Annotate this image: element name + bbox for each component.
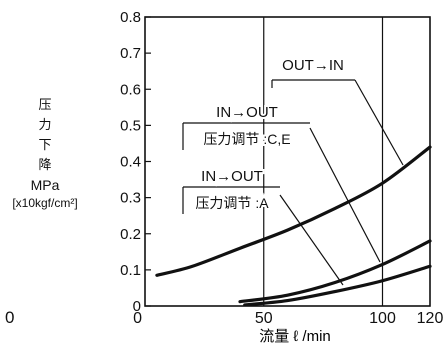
- y-tick-label: 0.4: [120, 154, 141, 171]
- axes-layer: [144, 16, 431, 307]
- annotation-leader: [279, 194, 344, 286]
- annotation-direction-label: IN→OUT: [216, 104, 278, 121]
- grid-layer: [263, 17, 384, 306]
- series-in-to-out-ce-line: [238, 239, 432, 304]
- y-tick-label: 0.7: [120, 45, 141, 62]
- annotation-leader: [354, 79, 404, 166]
- series-in-to-out-a-line: [243, 264, 432, 307]
- y-label-line: 下: [38, 137, 52, 152]
- annotation-direction-label: IN→OUT: [201, 168, 263, 185]
- x-tick-label: 120: [417, 310, 444, 327]
- annotation-series-out-to-in: OUT→IN: [271, 55, 404, 166]
- series-layer: [155, 145, 432, 307]
- y-tick-label: 0.5: [120, 117, 141, 134]
- y-label-line: 降: [38, 157, 52, 172]
- x-tick-label: 0: [133, 310, 142, 327]
- annotation-layer: OUT→IN IN→OUT 压力调节 :C,E IN→OUT 压力调节 :A: [182, 55, 404, 286]
- y-axis-label: 压 力 下 降 MPa [x10kgf/cm²]: [2, 95, 88, 211]
- annotation-direction-label: OUT→IN: [282, 57, 344, 74]
- annotation-series-in-to-out-ce: IN→OUT 压力调节 :C,E: [182, 102, 381, 263]
- y-tick-label: 0: [133, 298, 141, 315]
- x-axis-label: 流量 ℓ /min: [259, 328, 331, 345]
- y-tick-label: 0.1: [120, 262, 141, 279]
- y-tick-label: 0.6: [120, 81, 141, 98]
- annotation-leader: [309, 127, 381, 263]
- series-out-to-in-line: [155, 145, 432, 277]
- annotation-setting-label: 压力调节 :A: [195, 195, 269, 211]
- annotation-setting-label: 压力调节 :C,E: [203, 131, 290, 147]
- y-label-line: 力: [38, 117, 52, 132]
- tick-label-layer: 0 0.1 0.2 0.3 0.4 0.5 0.6 0.7 0.8 0 50 100 120: [120, 9, 443, 327]
- x-tick-label: 100: [369, 310, 396, 327]
- y-tick-label: 0.3: [120, 190, 141, 207]
- y-tick-label: 0.2: [120, 226, 141, 243]
- y-label-line: MPa: [30, 177, 60, 193]
- y-label-line: [x10kgf/cm²]: [12, 196, 78, 210]
- y-tick-label: 0.8: [120, 9, 141, 26]
- y-label-line: 压: [38, 97, 52, 112]
- stray-zero-label: 0: [5, 308, 15, 327]
- annotation-series-in-to-out-a: IN→OUT 压力调节 :A: [182, 166, 344, 286]
- x-tick-label: 50: [255, 310, 273, 327]
